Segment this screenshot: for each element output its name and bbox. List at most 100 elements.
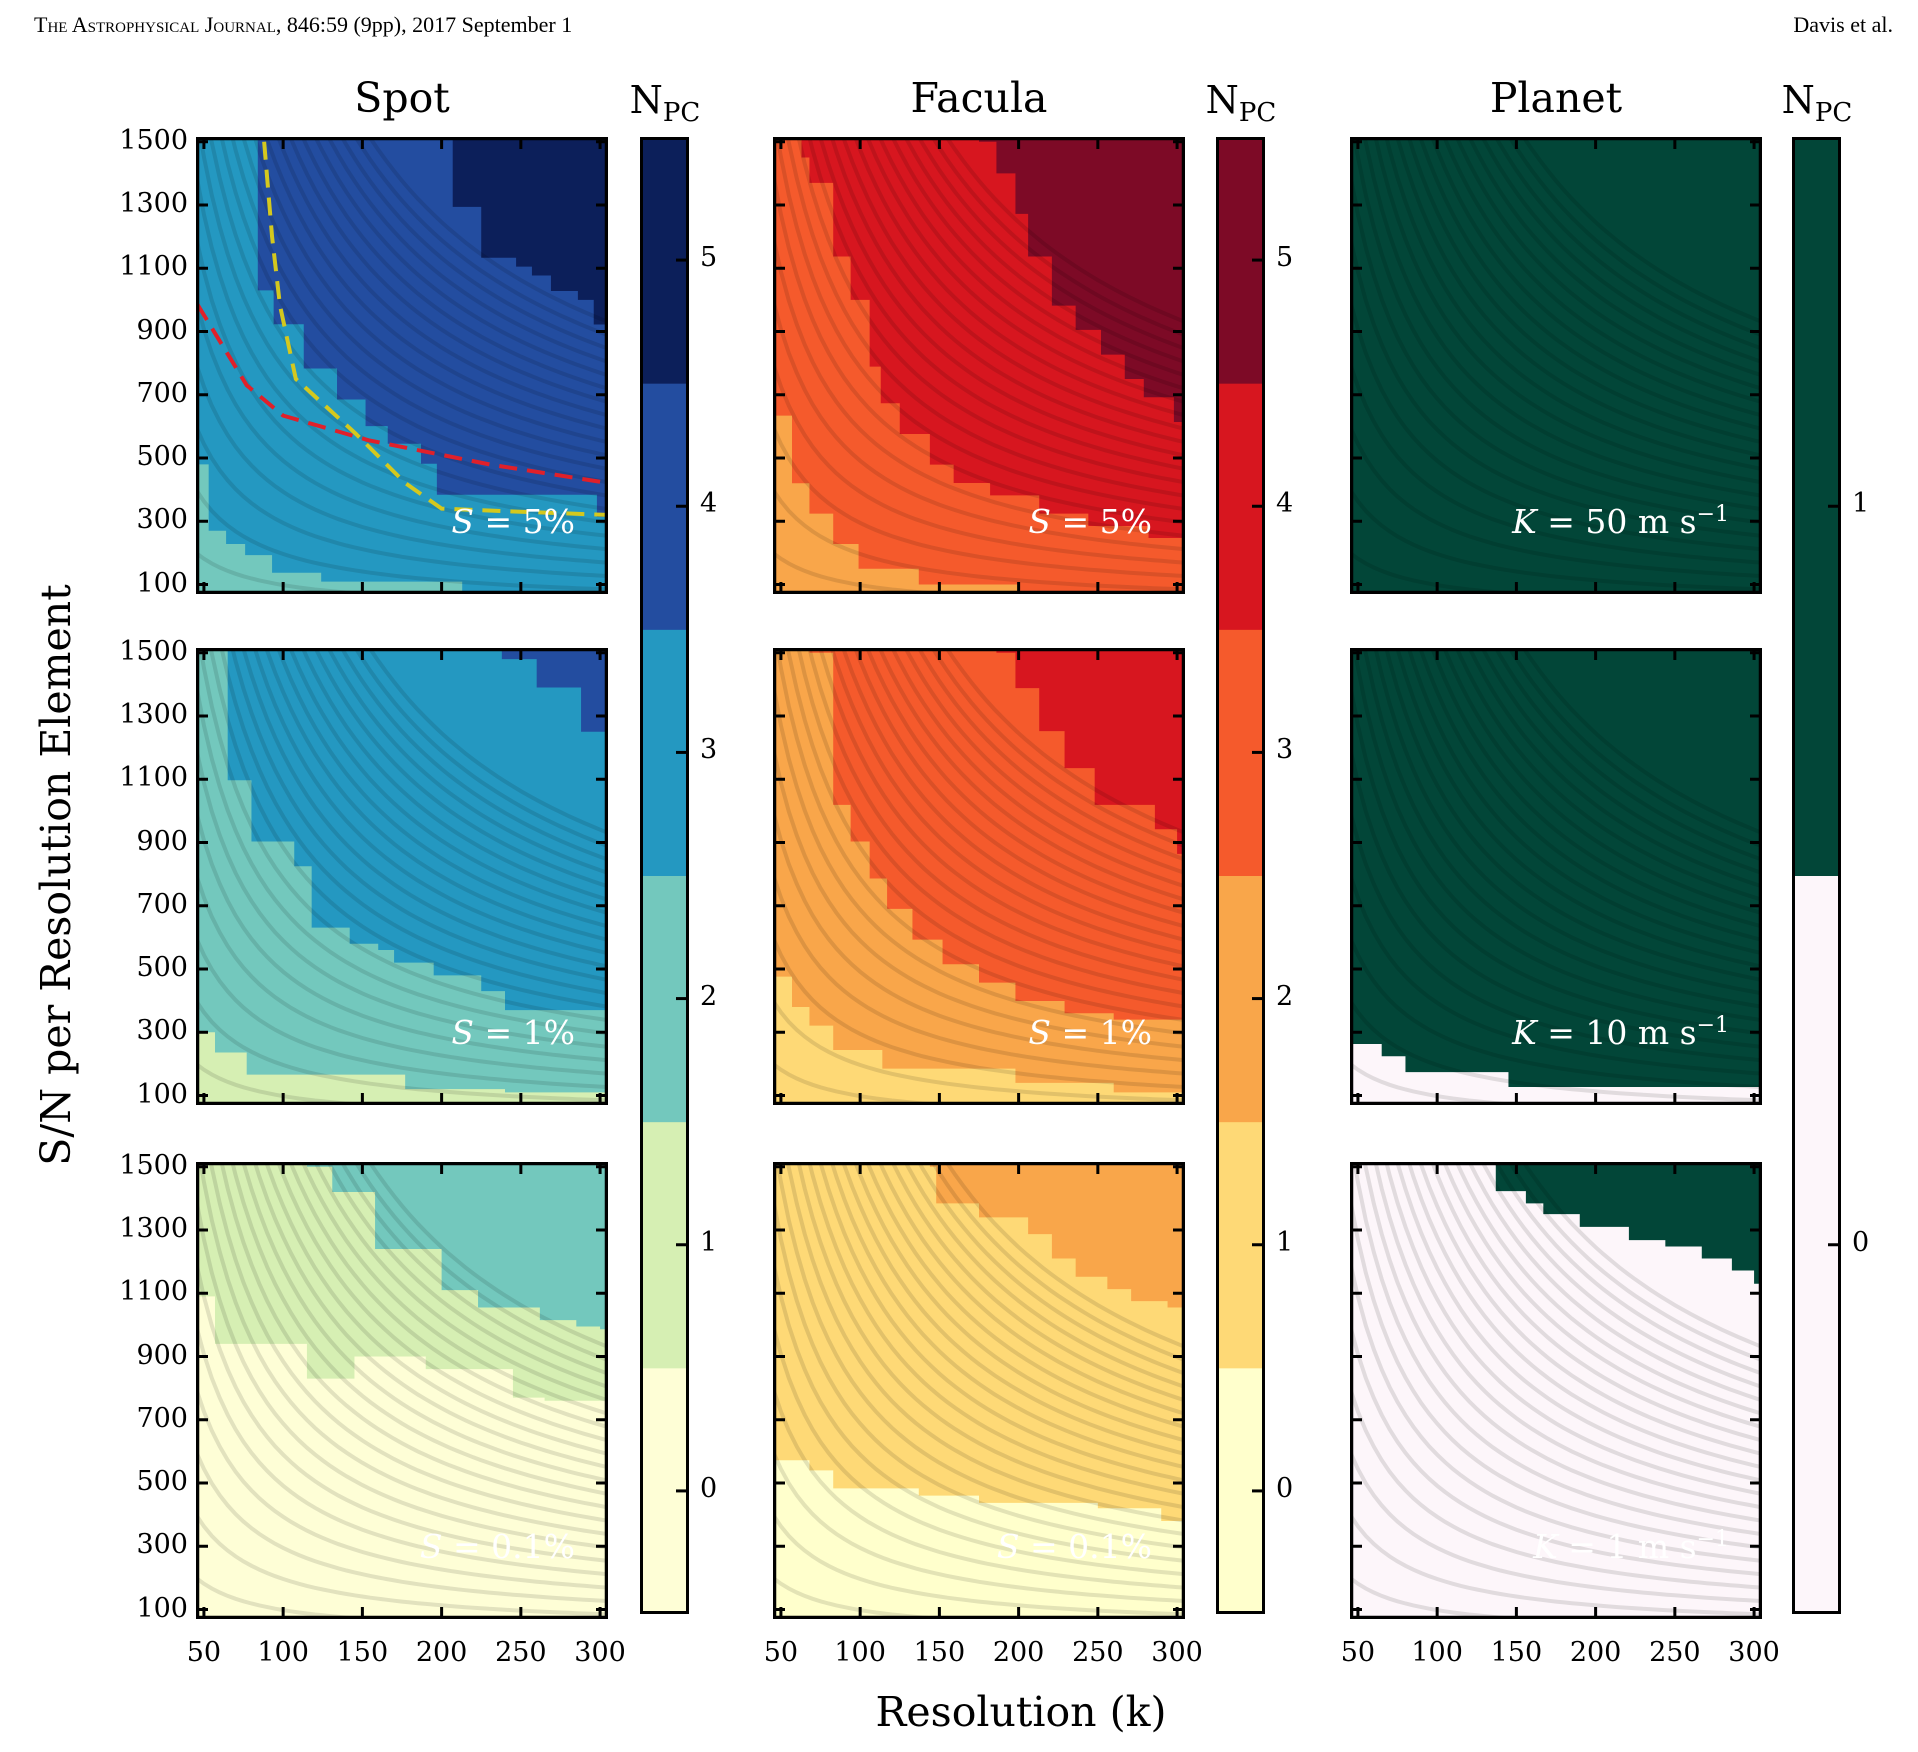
colorbar-tick-label: 5 (700, 242, 718, 274)
x-tick-label: 300 (574, 1637, 626, 1668)
contour-line (1350, 362, 1762, 565)
colorbar-tick-label: 4 (700, 488, 718, 520)
contour-line (367, 137, 608, 324)
contour-line (196, 1324, 608, 1577)
contour-line (773, 425, 1185, 578)
colorbar-label-sub: PC (1238, 98, 1277, 128)
colorbar-label-sub: PC (662, 98, 701, 128)
heatmap-region-level-1 (1351, 648, 1762, 1087)
contour-line (1493, 137, 1762, 351)
contour-line (1350, 299, 1762, 552)
contour-line (196, 810, 608, 1063)
contour-line (367, 648, 608, 835)
contour-line (903, 1162, 1185, 1389)
contour-line (841, 648, 1185, 942)
contour-line (944, 137, 1185, 324)
annotation-value: = 1 m s (1557, 1527, 1697, 1566)
column-title: Spot (354, 74, 450, 122)
column-title: Facula (910, 74, 1048, 122)
contour-line (773, 299, 1185, 552)
contour-line (264, 648, 608, 942)
contour-line (196, 936, 608, 1089)
heatmap-svg (196, 137, 608, 594)
x-tick-label: 200 (415, 1637, 468, 1668)
contour-line (353, 648, 608, 849)
heatmap-svg (773, 137, 1185, 594)
contour-line (1352, 648, 1762, 1023)
contour-line (807, 1162, 1185, 1496)
contour-line (1493, 1162, 1762, 1376)
contour-line (300, 137, 608, 391)
contour-line (1467, 137, 1762, 378)
contour-line (300, 1162, 608, 1416)
colorbar-tick-label: 2 (1276, 980, 1294, 1012)
contour-line (196, 1450, 608, 1603)
annotation-value: = 1% (474, 1013, 576, 1052)
contour-line (877, 137, 1185, 391)
contour-line (196, 236, 608, 538)
contour-line (773, 747, 1185, 1049)
colorbar-tick-label: 4 (1276, 488, 1294, 520)
contour-line (865, 648, 1185, 916)
contour-line (1442, 1162, 1762, 1430)
x-tick-label: 150 (1490, 1637, 1543, 1668)
y-tick-label: 500 (136, 1466, 188, 1497)
contour-line (219, 648, 608, 996)
x-tick-label: 200 (992, 1637, 1045, 1668)
contour-line (353, 137, 608, 338)
contour-line (1350, 1062, 1551, 1105)
contour-line (1350, 1198, 1762, 1550)
contour-line (865, 137, 1185, 405)
heatmap-panel: S = 1% (196, 648, 608, 1105)
contour-line (841, 1162, 1185, 1456)
contour-line (1362, 1162, 1762, 1523)
colorbar-svg (1792, 137, 1841, 1615)
heatmap-panel: S = 5% (196, 137, 608, 594)
heatmap-panel: K = 10 m s−1 (1350, 648, 1762, 1105)
contour-line (339, 648, 608, 862)
heatmap-region-level-4 (996, 648, 1185, 854)
heatmap-svg (196, 648, 608, 1105)
heatmap-region-level-5 (979, 137, 1185, 422)
contour-line (1480, 648, 1762, 875)
x-tick-label: 250 (1072, 1637, 1124, 1668)
contour-line (1350, 936, 1762, 1089)
annotation-unit-exponent: −1 (1696, 1013, 1729, 1038)
colorbar-frame (1216, 137, 1265, 1614)
contour-line (1454, 1162, 1762, 1416)
contour-line (773, 1450, 1185, 1603)
contour-line (196, 1513, 608, 1617)
contour-line (773, 999, 1185, 1103)
contour-line (944, 1162, 1185, 1349)
panel-annotation: S = 5% (451, 502, 575, 541)
annotation-variable: S (1028, 1013, 1052, 1052)
panel-annotation: S = 1% (1028, 1013, 1152, 1052)
contour-line (773, 1324, 1185, 1577)
contour-line (1418, 648, 1762, 942)
contour-line (773, 236, 1185, 538)
panel-annotation: S = 5% (1028, 502, 1152, 541)
panel-annotation: S = 0.1% (420, 1527, 575, 1566)
contour-line (196, 1576, 397, 1619)
panel-frame (773, 648, 1185, 1105)
contour-line (276, 648, 608, 929)
contour-line (196, 488, 608, 592)
contour-line (1480, 1162, 1762, 1389)
contour-line (288, 648, 608, 916)
contour-line (1362, 137, 1762, 498)
annotation-value: = 50 m s (1536, 502, 1697, 541)
contour-line (890, 137, 1185, 378)
contour-line (1395, 1162, 1762, 1483)
contour-line (288, 1162, 608, 1430)
heatmap-region-level-2 (306, 1162, 608, 1330)
contour-line (1350, 1261, 1762, 1563)
contour-line (219, 1162, 608, 1510)
contour-line (829, 1162, 1185, 1470)
contour-line (208, 1162, 608, 1523)
y-tick-label: 100 (136, 1592, 188, 1624)
contour-line (903, 648, 1185, 875)
contour-line (208, 137, 608, 498)
contour-line (1521, 648, 1762, 835)
contour-line (196, 362, 608, 565)
